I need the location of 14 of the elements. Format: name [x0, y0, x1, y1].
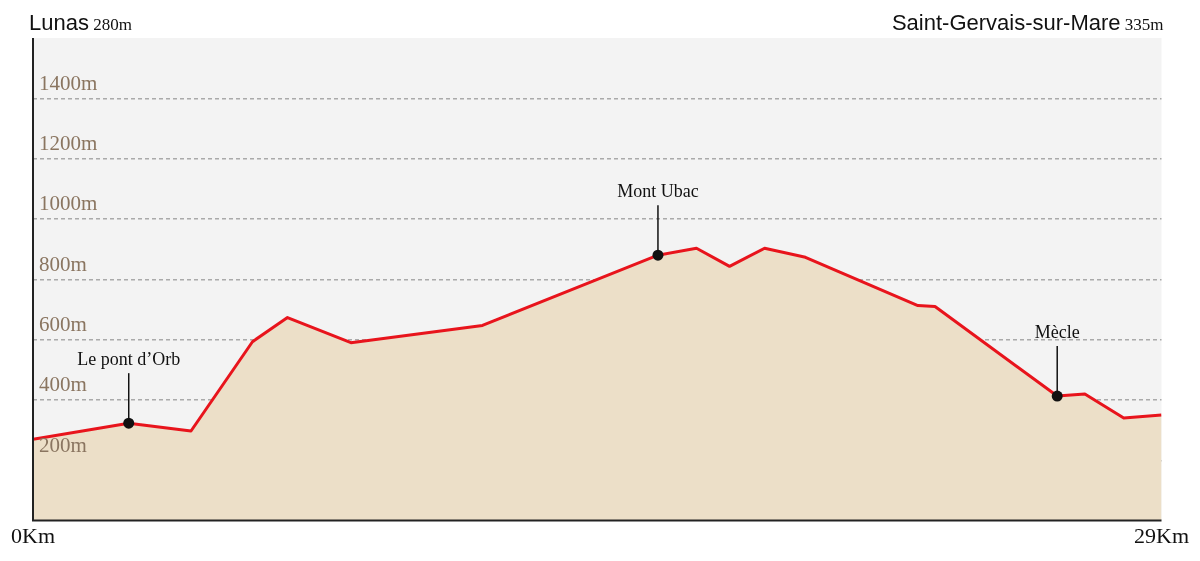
y-tick-label: 400m: [39, 372, 87, 397]
annotation: Mont Ubac: [617, 180, 699, 201]
annotation: Le pont d’Orb: [77, 348, 181, 369]
text: Saint-Gervais-sur-Mare 335m: [891, 10, 1164, 35]
y-tick-label: 1200m: [39, 131, 98, 156]
text: Lunas 280m: [29, 10, 132, 35]
x-tick-label: 0Km: [11, 522, 55, 548]
y-tick-label: 1400m: [39, 70, 98, 95]
y-tick-label: 600m: [39, 312, 87, 337]
y-tick-label: 1000m: [39, 191, 98, 216]
y-tick-label: 800m: [39, 251, 87, 276]
x-tick-label: 29Km: [1134, 522, 1189, 548]
annotation: Mècle: [1034, 321, 1080, 342]
y-tick-label: 200m: [39, 432, 87, 457]
